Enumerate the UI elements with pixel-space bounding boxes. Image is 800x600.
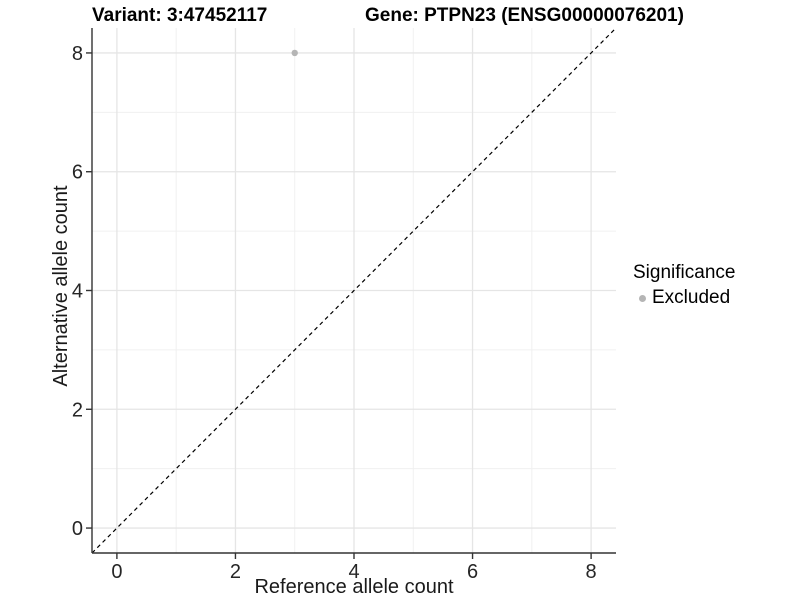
x-tick-label: 2: [230, 561, 241, 583]
legend: Significance Excluded: [633, 262, 735, 309]
x-tick-label: 6: [467, 561, 478, 583]
x-tick-label: 4: [348, 561, 359, 583]
excluded-point-icon: [638, 294, 646, 302]
x-tick-label: 0: [111, 561, 122, 583]
y-tick-label: 6: [72, 162, 83, 184]
gene-title: Gene: PTPN23 (ENSG00000076201): [365, 5, 684, 26]
legend-key-box: [633, 289, 651, 307]
x-axis-title: Reference allele count: [254, 576, 454, 598]
identity-reference-line: [91, 27, 617, 554]
y-tick-label: 0: [72, 518, 83, 540]
variant-title: Variant: 3:47452117: [92, 5, 268, 26]
y-tick-label: 4: [72, 281, 83, 303]
y-tick-label: 2: [72, 399, 83, 421]
legend-item-label: Excluded: [652, 287, 731, 308]
legend-item-excluded: Excluded: [633, 287, 735, 309]
data-point: [291, 49, 298, 57]
legend-title: Significance: [633, 262, 736, 283]
y-axis-title: Alternative allele count: [50, 185, 72, 387]
x-tick-label: 8: [586, 561, 597, 583]
y-tick-label: 8: [72, 43, 83, 65]
